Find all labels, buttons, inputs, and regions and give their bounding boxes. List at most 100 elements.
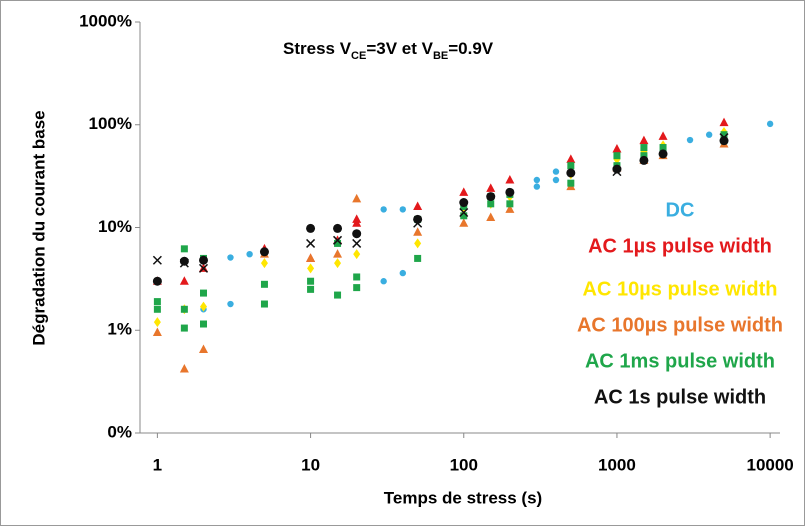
point (352, 193, 362, 203)
point (260, 300, 268, 308)
point (639, 135, 649, 145)
point (352, 229, 362, 239)
point (566, 154, 576, 163)
point (198, 263, 209, 273)
point (199, 255, 209, 265)
point (705, 131, 713, 138)
point (260, 258, 268, 269)
point (552, 168, 560, 175)
legend-entry: AC 10µs pulse width (583, 278, 778, 300)
point (353, 273, 361, 281)
point (306, 253, 316, 262)
point (306, 223, 316, 233)
point (152, 276, 162, 286)
x-tick-label: 1 (153, 455, 162, 474)
point (766, 120, 774, 128)
point (259, 247, 269, 257)
point (246, 250, 253, 258)
legend-entry: DC (666, 199, 695, 221)
point (612, 167, 622, 177)
x-tick-label: 10000 (746, 455, 793, 474)
point (719, 133, 729, 143)
point (307, 277, 315, 285)
chart-title: Stress VCE=3V et VBE=0.9V (283, 39, 494, 61)
point (227, 254, 234, 261)
point (380, 278, 387, 285)
point (180, 245, 188, 253)
title-part: CE (351, 50, 366, 62)
y-tick-label: 100% (89, 114, 132, 133)
point (505, 174, 515, 184)
point (353, 284, 361, 292)
point (505, 204, 515, 213)
point (486, 183, 496, 192)
point (719, 117, 729, 127)
point (414, 238, 422, 249)
point (152, 327, 162, 337)
x-tick-label: 1000 (598, 455, 636, 474)
point (612, 164, 622, 174)
point (333, 249, 343, 258)
y-tick-label: 0% (107, 422, 132, 441)
point (200, 289, 208, 297)
legend-entry: AC 1s pulse width (594, 386, 766, 408)
point (333, 223, 343, 233)
point (658, 149, 668, 159)
point (227, 300, 234, 308)
point (153, 305, 161, 313)
point (719, 136, 729, 146)
point (333, 235, 343, 245)
legend-entry: AC 1µs pulse width (588, 235, 772, 257)
point (659, 144, 667, 152)
point (306, 238, 316, 248)
point (459, 207, 469, 218)
point (334, 239, 342, 247)
point (399, 206, 406, 213)
y-tick-label: 1000% (79, 11, 132, 30)
point (200, 301, 208, 312)
point (460, 212, 468, 220)
point (486, 192, 496, 202)
point (459, 198, 469, 208)
point (179, 258, 189, 268)
point (380, 206, 387, 213)
point (179, 276, 189, 285)
point (179, 256, 189, 266)
point (199, 344, 209, 353)
point (612, 144, 622, 153)
title-part: =3V et V (366, 39, 433, 58)
legend-entry: AC 100µs pulse width (577, 314, 783, 336)
point (533, 176, 541, 184)
x-tick-label: 100 (450, 455, 478, 474)
point (487, 200, 495, 208)
point (459, 218, 469, 227)
point (613, 152, 621, 160)
point (413, 218, 423, 228)
x-tick-label: 10 (301, 455, 320, 474)
y-tick-label: 10% (98, 217, 132, 236)
point (505, 187, 515, 197)
point (353, 249, 361, 260)
point (486, 212, 496, 222)
point (639, 155, 649, 165)
y-tick-label: 1% (107, 320, 132, 339)
legend-entry: AC 1ms pulse width (585, 350, 775, 372)
point (567, 162, 575, 170)
x-axis-title: Temps de stress (s) (384, 488, 542, 507)
title-part: Stress V (283, 39, 352, 58)
point (720, 131, 728, 139)
point (533, 183, 541, 190)
title-part: BE (433, 50, 448, 62)
point (686, 136, 694, 144)
point (153, 298, 161, 306)
point (334, 291, 342, 299)
point (180, 305, 188, 313)
point (180, 324, 188, 332)
y-axis-title: Dégradation du courant base (29, 110, 48, 345)
point (640, 152, 648, 160)
point (307, 263, 315, 274)
point (552, 176, 560, 184)
point (352, 238, 362, 248)
